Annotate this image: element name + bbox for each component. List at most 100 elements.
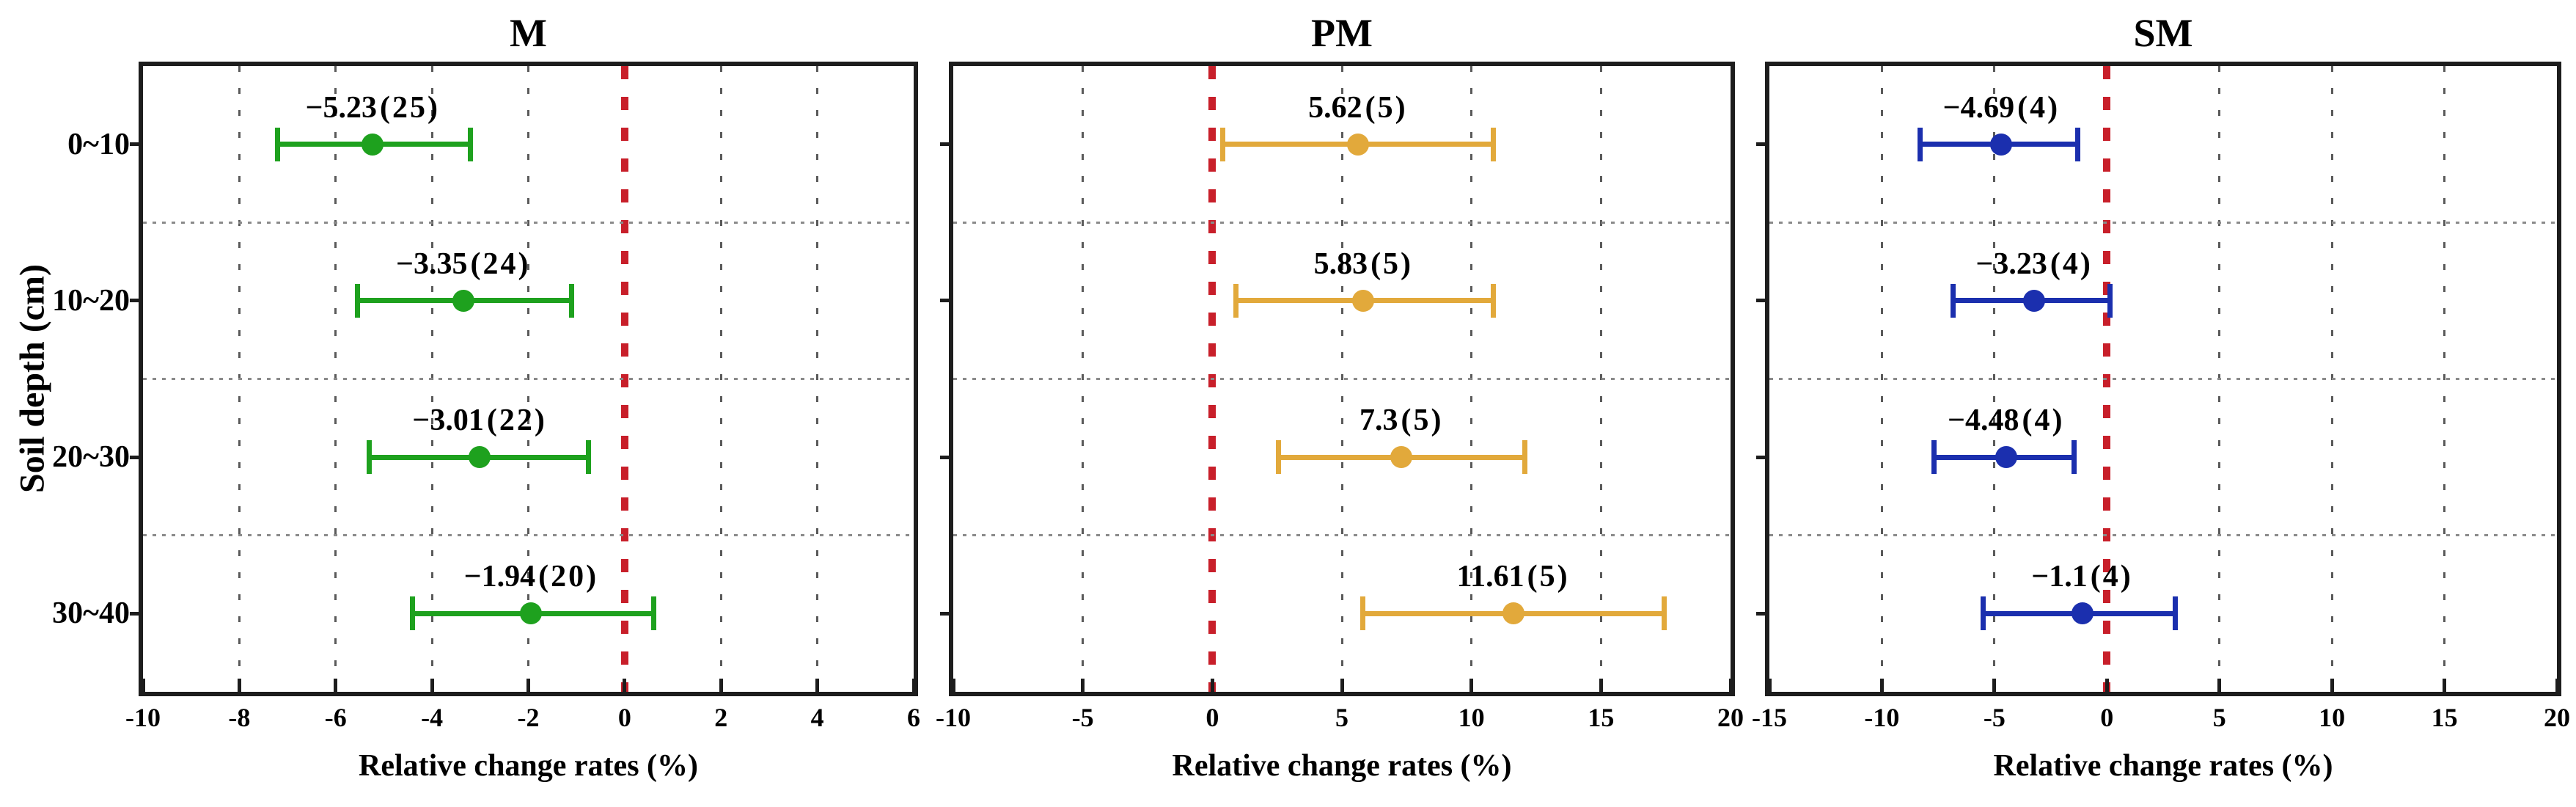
- row-separator: [143, 378, 914, 380]
- y-tick: [940, 142, 953, 147]
- x-tick: [526, 679, 530, 692]
- mean-marker: [2071, 602, 2094, 625]
- x-tick: [2217, 679, 2222, 692]
- mean-marker: [362, 133, 384, 156]
- x-tick: [1599, 679, 1603, 692]
- error-bar-cap-high: [2072, 440, 2077, 475]
- error-bar-cap-high: [1522, 440, 1527, 475]
- y-tick: [1756, 142, 1769, 147]
- mean-marker: [1352, 289, 1375, 312]
- x-tick-label: -10: [1864, 703, 1900, 732]
- value-label: −1.1(4): [2031, 560, 2132, 593]
- value-label-count: (5): [1365, 90, 1408, 125]
- error-bar-cap-low: [275, 127, 281, 161]
- value-label-count: (22): [486, 404, 547, 438]
- x-tick-label: 5: [1335, 703, 1348, 732]
- value-label-count: (5): [1401, 404, 1444, 438]
- error-bar-cap-low: [1219, 127, 1225, 161]
- x-axis-title: Relative change rates (%): [1172, 749, 1512, 783]
- mean-marker: [1990, 133, 2013, 156]
- value-label-count: (24): [470, 247, 531, 281]
- x-tick-label: 20: [2544, 703, 2570, 732]
- x-tick-label: -5: [1071, 703, 1094, 732]
- error-bar-cap-low: [1931, 440, 1937, 475]
- y-tick: [940, 455, 953, 459]
- x-tick-label: -10: [936, 703, 971, 732]
- value-label-count: (5): [1527, 560, 1570, 594]
- y-tick: [130, 142, 143, 147]
- y-tick: [130, 299, 143, 303]
- y-tick-label: 20~30: [52, 440, 130, 475]
- x-tick-label: 15: [1588, 703, 1615, 732]
- value-label-count: (25): [380, 90, 441, 125]
- x-tick-label: 0: [617, 703, 631, 732]
- x-tick-label: 4: [810, 703, 824, 732]
- error-bar-cap-high: [2074, 127, 2080, 161]
- panel-title: PM: [1311, 11, 1373, 55]
- value-label: −1.94(20): [464, 560, 598, 593]
- y-tick: [130, 455, 143, 459]
- value-label: −3.35(24): [396, 248, 530, 280]
- x-tick-label: 6: [907, 703, 920, 732]
- x-tick: [1469, 679, 1474, 692]
- value-label-mean: −4.48: [1948, 404, 2019, 438]
- value-label-count: (20): [538, 560, 599, 594]
- x-tick-label: -10: [125, 703, 161, 732]
- row-separator: [143, 534, 914, 537]
- x-tick: [1992, 679, 1997, 692]
- x-tick: [815, 679, 820, 692]
- x-tick: [2105, 679, 2109, 692]
- error-bar-cap-high: [1491, 283, 1497, 318]
- x-tick: [951, 679, 955, 692]
- row-separator: [1769, 221, 2557, 224]
- error-bar-cap-high: [2107, 283, 2113, 318]
- x-tick-label: 0: [2100, 703, 2114, 732]
- row-separator: [953, 534, 1731, 537]
- x-tick-label: -5: [1983, 703, 2006, 732]
- y-tick-label: 10~20: [52, 283, 130, 318]
- value-label-mean: −1.94: [463, 560, 536, 594]
- x-tick: [2555, 679, 2559, 692]
- x-tick-label: -15: [1752, 703, 1787, 732]
- row-separator: [1769, 534, 2557, 537]
- x-tick: [334, 679, 338, 692]
- row-separator: [953, 378, 1731, 380]
- x-tick-label: 20: [1717, 703, 1744, 732]
- x-tick-label: 0: [1206, 703, 1219, 732]
- y-tick: [940, 611, 953, 616]
- value-label-mean: 5.83: [1313, 247, 1368, 281]
- error-bar-cap-high: [468, 127, 474, 161]
- x-tick: [237, 679, 241, 692]
- x-tick: [623, 679, 627, 692]
- value-label-mean: 5.62: [1308, 90, 1362, 125]
- y-tick: [1756, 455, 1769, 459]
- mean-marker: [469, 446, 491, 469]
- mean-marker: [2023, 289, 2046, 312]
- y-tick-label: 0~10: [67, 127, 130, 161]
- x-tick-label: -6: [324, 703, 347, 732]
- value-label: 5.62(5): [1308, 92, 1407, 124]
- error-bar-cap-low: [1359, 596, 1365, 631]
- x-tick: [911, 679, 916, 692]
- value-label-mean: −4.69: [1942, 90, 2015, 125]
- value-label: 7.3(5): [1359, 404, 1443, 437]
- x-tick-label: -8: [228, 703, 251, 732]
- mean-marker: [1502, 602, 1524, 625]
- row-separator: [143, 221, 914, 224]
- mean-marker: [520, 602, 543, 625]
- value-label-mean: −1.1: [2031, 560, 2088, 594]
- x-tick: [1728, 679, 1733, 692]
- value-label-mean: −3.01: [412, 404, 484, 438]
- error-bar-cap-low: [410, 596, 416, 631]
- panel-title: SM: [2133, 11, 2193, 55]
- value-label-mean: −3.23: [1975, 247, 2047, 281]
- x-tick-label: 2: [714, 703, 728, 732]
- value-label: 11.61(5): [1456, 560, 1569, 593]
- x-tick-label: 15: [2431, 703, 2458, 732]
- x-tick: [1210, 679, 1214, 692]
- x-tick: [1340, 679, 1344, 692]
- error-bar-cap-high: [650, 596, 656, 631]
- x-tick: [1081, 679, 1085, 692]
- error-bar-cap-low: [367, 440, 373, 475]
